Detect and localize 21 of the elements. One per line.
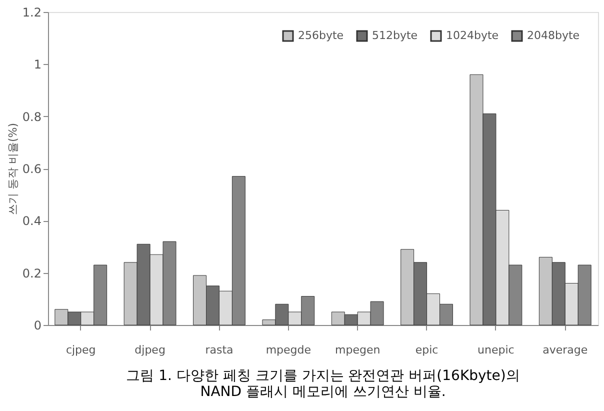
y-tick-label: 1.2 — [22, 6, 42, 20]
legend-label: 256byte — [298, 29, 344, 42]
text: 그림 1. 다양한 페칭 크기를 가지는 완전연관 버퍼(16Kbyte)의 NAND 플래시 메모리에 쓰기연산 비율. — [126, 368, 520, 400]
legend-label: 1024byte — [446, 29, 499, 42]
legend-label: 2048byte — [527, 29, 580, 42]
x-tick-label: mpegde — [266, 344, 312, 356]
x-tick-label: mpegen — [334, 344, 380, 356]
y-axis-title: 쓰기 동작 비율(%) — [6, 122, 20, 216]
y-tick-label: 1 — [34, 58, 42, 72]
x-tick-label: epic — [415, 344, 438, 356]
x-tick-label: djpeg — [134, 344, 166, 356]
legend-label: 512byte — [372, 29, 418, 42]
x-tick-label: average — [542, 344, 588, 356]
x-tick-label: rasta — [205, 344, 234, 356]
y-tick-label: 0.8 — [22, 110, 42, 124]
y-tick-label: 0.2 — [22, 266, 42, 280]
x-tick-label: unepic — [478, 344, 514, 356]
y-tick-label: 0.4 — [22, 214, 42, 228]
y-tick-label: 0 — [34, 318, 42, 332]
x-tick-label: cjpeg — [66, 344, 96, 356]
y-tick-label: 0.6 — [22, 162, 42, 176]
